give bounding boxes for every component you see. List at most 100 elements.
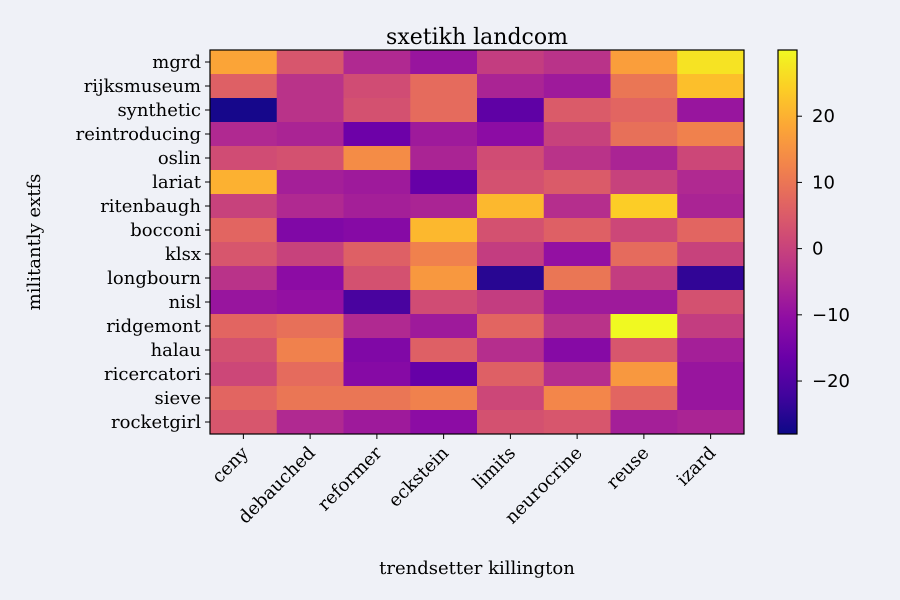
heatmap-cell [543,410,611,435]
y-tick-label: lariat [152,172,202,193]
colorbar-tick-label: 20 [812,106,835,127]
heatmap-cell [610,290,678,315]
heatmap-cell [610,362,678,387]
heatmap-cell [543,266,611,291]
x-tick-label: reuse [603,443,654,494]
heatmap-cell [410,170,478,195]
heatmap-cell [410,146,478,171]
heatmap-cell [276,314,344,339]
heatmap-cell [276,362,344,387]
heatmap-cells [210,50,745,435]
colorbar-tick-label: 10 [812,172,835,193]
heatmap-cell [677,386,745,411]
heatmap-cell [477,74,545,99]
heatmap-cell [210,266,278,291]
plot-frame [209,49,745,435]
heatmap-cell [276,170,344,195]
heatmap-cell [677,338,745,363]
heatmap-cell [477,194,545,219]
heatmap-cell [610,314,678,339]
heatmap-cell [677,242,745,267]
heatmap-cell [276,122,344,147]
y-tick-label: nisl [169,292,202,313]
colorbar-tick-label: −10 [812,305,850,326]
colorbar-tick-label: 0 [812,239,823,260]
heatmap-cell [410,194,478,219]
heatmap-cell [410,98,478,123]
heatmap-cell [610,170,678,195]
heatmap-cell [410,362,478,387]
heatmap-cell [677,98,745,123]
heatmap-cell [343,98,411,123]
heatmap-cell [276,50,344,75]
heatmap-cell [410,122,478,147]
heatmap-cell [477,146,545,171]
heatmap-cell [343,242,411,267]
heatmap-cell [410,218,478,243]
heatmap-cell [410,314,478,339]
heatmap-cell [543,194,611,219]
heatmap-cell [210,50,278,75]
heatmap-cell [410,74,478,99]
heatmap-cell [610,386,678,411]
heatmap-cell [343,50,411,75]
heatmap-cell [677,74,745,99]
heatmap-cell [276,290,344,315]
y-tick-label: rocketgirl [111,412,201,433]
heatmap-cell [543,50,611,75]
y-tick-label: ridgemont [106,316,202,337]
heatmap-cell [410,50,478,75]
heatmap-cell [677,314,745,339]
y-tick-label: reintroducing [76,124,201,145]
heatmap-cell [210,410,278,435]
heatmap-cell [677,50,745,75]
heatmap-cell [276,266,344,291]
y-tick-label: longbourn [107,268,201,289]
heatmap-cell [343,194,411,219]
heatmap-cell [343,218,411,243]
heatmap-cell [276,146,344,171]
heatmap-cell [276,386,344,411]
y-tick-label: sieve [155,388,201,409]
heatmap-cell [543,386,611,411]
x-tick-label: ceny [208,442,253,487]
heatmap-cell [210,122,278,147]
heatmap-cell [477,338,545,363]
heatmap-cell [210,98,278,123]
heatmap-cell [543,290,611,315]
heatmap-cell [210,194,278,219]
heatmap-cell [343,338,411,363]
heatmap-cell [677,170,745,195]
heatmap-cell [276,194,344,219]
heatmap-cell [610,266,678,291]
heatmap-cell [410,386,478,411]
heatmap-cell [677,266,745,291]
heatmap-cell [343,122,411,147]
heatmap-cell [543,218,611,243]
heatmap-cell [343,266,411,291]
heatmap-cell [210,362,278,387]
heatmap-cell [343,170,411,195]
heatmap-cell [410,410,478,435]
heatmap-cell [610,74,678,99]
heatmap-cell [210,386,278,411]
y-tick-label: ritenbaugh [100,196,201,217]
heatmap-cell [210,290,278,315]
heatmap-cell [210,338,278,363]
heatmap-cell [610,50,678,75]
heatmap-cell [610,242,678,267]
y-tick-label: ricercatori [104,364,201,385]
colorbar-frame [777,49,798,435]
heatmap-cell [210,146,278,171]
heatmap-cell [677,290,745,315]
heatmap-cell [677,362,745,387]
heatmap-cell [210,218,278,243]
heatmap-cell [477,362,545,387]
heatmap-cell [410,338,478,363]
heatmap-cell [677,194,745,219]
heatmap-cell [210,74,278,99]
heatmap-cell [410,266,478,291]
chart-title: sxetikh landcom [386,25,568,50]
heatmap-cell [477,50,545,75]
